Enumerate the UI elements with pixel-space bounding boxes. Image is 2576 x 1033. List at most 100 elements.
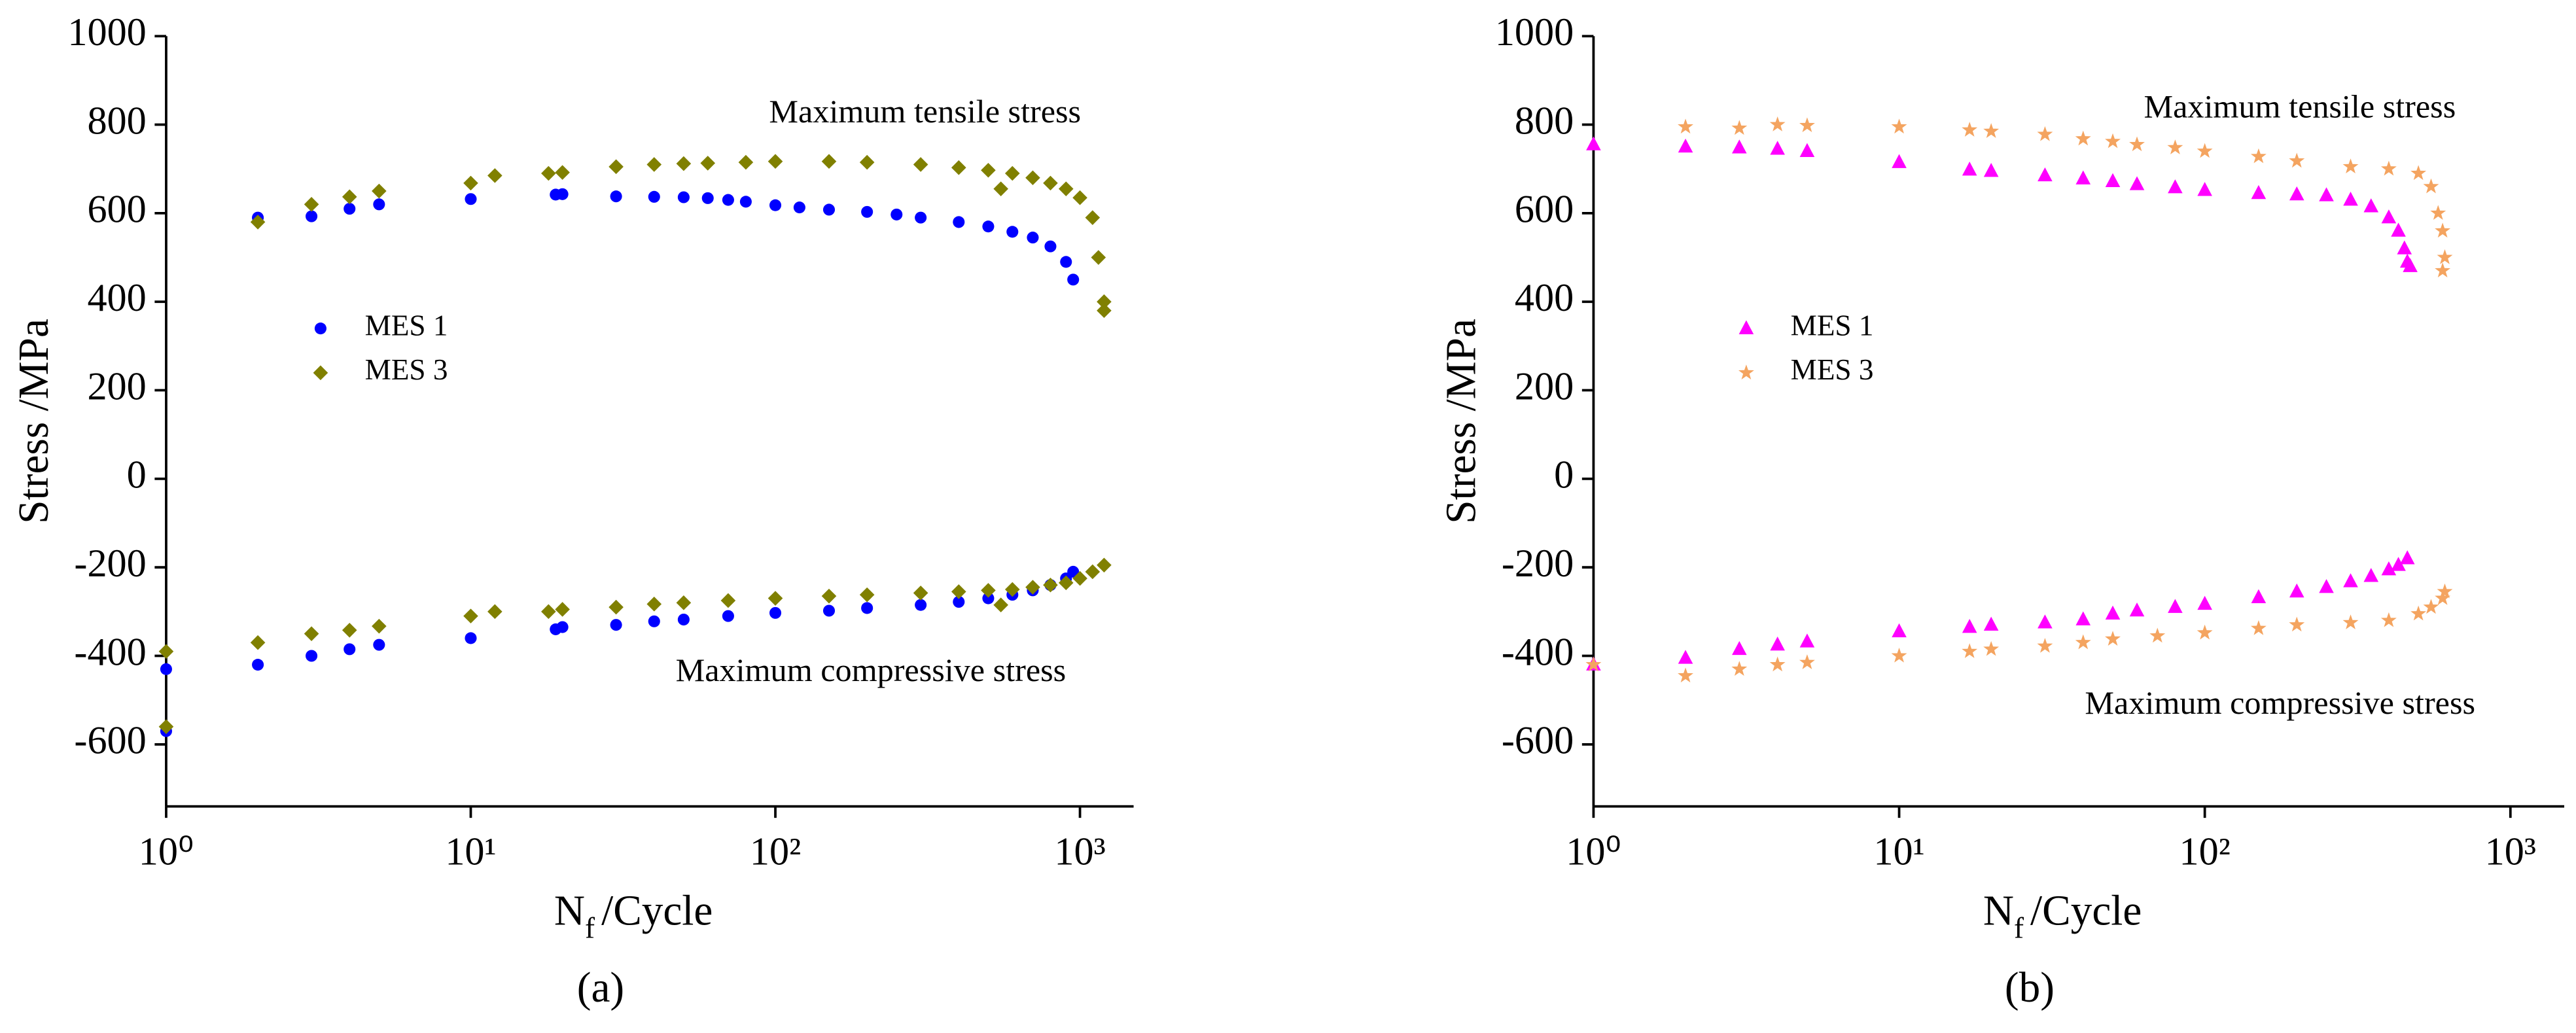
legend-marker — [1738, 364, 1754, 380]
point — [822, 203, 836, 216]
point — [677, 613, 690, 626]
point — [2075, 634, 2091, 650]
annotation: Maximum tensile stress — [2144, 88, 2456, 125]
point — [1962, 643, 1978, 658]
point — [610, 190, 622, 203]
point — [344, 203, 356, 215]
point — [1983, 616, 1999, 631]
point — [676, 156, 692, 171]
point — [913, 586, 928, 601]
point — [2129, 176, 2145, 190]
point — [541, 166, 556, 181]
point — [982, 220, 995, 233]
y-tick-label: 400 — [87, 276, 146, 320]
point — [2391, 557, 2406, 571]
y-tick-label: 600 — [87, 188, 146, 232]
point — [646, 157, 662, 172]
point — [1731, 640, 1747, 656]
point — [1058, 181, 1074, 196]
point — [1770, 141, 1785, 155]
point — [859, 587, 875, 603]
point — [2397, 240, 2412, 254]
point — [2399, 550, 2415, 565]
point — [1044, 240, 1057, 253]
point — [953, 216, 965, 228]
point — [951, 160, 966, 175]
point — [1769, 656, 1786, 672]
point — [487, 604, 503, 620]
point — [344, 643, 356, 656]
caption: (b) — [2005, 964, 2055, 1011]
point — [2381, 561, 2397, 576]
point — [463, 175, 478, 191]
point — [2381, 209, 2397, 224]
point — [981, 162, 996, 178]
y-tick-label: 0 — [1554, 453, 1574, 497]
point — [2319, 187, 2334, 201]
point — [1091, 250, 1106, 265]
point — [2197, 624, 2213, 640]
point — [1072, 570, 1087, 586]
point — [2250, 148, 2267, 164]
x-tick-label: 10² — [750, 830, 801, 874]
x-tick-label: 10¹ — [445, 830, 496, 874]
point — [821, 154, 837, 169]
point — [2435, 222, 2451, 238]
point — [821, 588, 837, 604]
point — [158, 644, 174, 659]
point — [2105, 631, 2121, 646]
point — [304, 626, 319, 641]
legend-label: MES 1 — [1791, 309, 1874, 341]
point — [769, 199, 782, 211]
point — [2250, 620, 2267, 635]
point — [2075, 170, 2091, 184]
point — [556, 621, 569, 633]
y-tick-label: -600 — [74, 719, 146, 763]
point — [2289, 583, 2304, 598]
legend-marker — [314, 323, 326, 335]
point — [1891, 118, 1907, 134]
y-axis-label: Stress /MPa — [10, 319, 58, 524]
point — [2289, 616, 2305, 632]
y-tick-label: 1000 — [1495, 10, 1574, 54]
point — [951, 584, 966, 599]
x-label-rest: /Cycle — [601, 887, 713, 934]
point — [2363, 568, 2379, 582]
point — [2168, 599, 2183, 613]
legend-marker — [1738, 320, 1754, 334]
point — [739, 196, 752, 208]
point — [2410, 165, 2427, 181]
point — [769, 606, 782, 619]
point — [342, 622, 357, 638]
point — [1799, 117, 1815, 133]
y-tick-label: 1000 — [67, 10, 146, 54]
point — [1586, 136, 1601, 150]
point — [2363, 198, 2379, 213]
point — [1067, 273, 1080, 286]
point — [1006, 226, 1019, 238]
point — [993, 597, 1008, 613]
y-tick-label: -400 — [74, 630, 146, 674]
point — [2038, 614, 2053, 629]
x-label-sub: f — [2014, 912, 2024, 945]
x-label-rest: /Cycle — [2030, 887, 2142, 934]
point — [2343, 192, 2358, 206]
point — [373, 639, 385, 651]
point — [252, 659, 264, 671]
point — [2075, 130, 2091, 146]
point — [2167, 139, 2183, 154]
y-tick-label: 0 — [127, 453, 147, 497]
point — [2038, 167, 2053, 182]
annotation: Maximum compressive stress — [2085, 684, 2475, 721]
point — [861, 602, 873, 614]
point — [306, 210, 318, 222]
point — [1770, 637, 1785, 651]
point — [2168, 179, 2183, 194]
point — [2037, 638, 2053, 653]
point — [646, 597, 662, 612]
point — [610, 619, 622, 631]
point — [1678, 667, 1693, 683]
point — [993, 181, 1008, 196]
point — [465, 632, 477, 644]
x-tick-label: 10³ — [1054, 830, 1105, 874]
